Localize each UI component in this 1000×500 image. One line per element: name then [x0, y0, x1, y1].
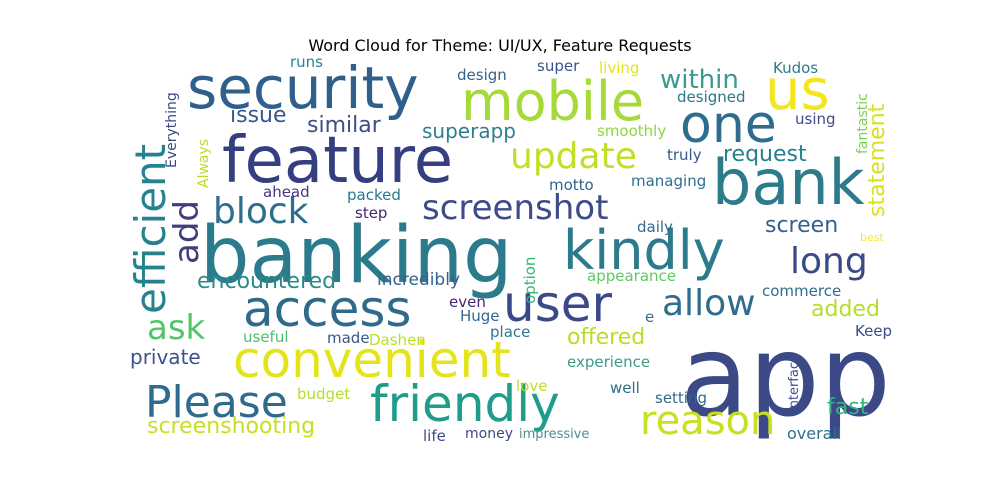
word-cloud-word: interface — [787, 354, 802, 412]
word-cloud-word: setting — [655, 389, 708, 407]
word-cloud-word: managing — [631, 172, 707, 190]
word-cloud-word: Keep — [855, 322, 893, 340]
word-cloud-word: friendly — [370, 375, 560, 433]
word-cloud-word: added — [811, 297, 880, 322]
word-cloud-word: efficient — [126, 143, 175, 314]
word-cloud-word: Huge — [460, 307, 500, 325]
word-cloud-word: place — [490, 323, 531, 341]
word-cloud-word: runs — [290, 53, 323, 71]
word-cloud-word: truly — [667, 146, 702, 164]
word-cloud-word: feature — [222, 124, 454, 198]
word-cloud-word: issue — [230, 103, 287, 128]
word-cloud-word: ask — [147, 308, 206, 348]
word-cloud-word: security — [187, 54, 419, 122]
word-cloud-word: user — [503, 275, 613, 333]
word-cloud-word: motto — [549, 176, 594, 194]
word-cloud-word: screenshooting — [147, 414, 316, 439]
word-cloud-word: screenshot — [422, 188, 609, 228]
word-cloud-word: step — [355, 204, 388, 222]
word-cloud-word: option — [521, 256, 539, 304]
word-cloud-word: private — [130, 345, 201, 369]
word-cloud-word: design — [457, 66, 507, 84]
word-cloud-word: incredibly — [377, 270, 461, 290]
word-cloud-word: impressive — [519, 427, 590, 442]
word-cloud-word: banking — [200, 211, 513, 301]
word-cloud-word: add — [167, 200, 207, 264]
word-cloud-word: within — [660, 65, 739, 95]
word-cloud-word: overall — [787, 424, 842, 443]
word-cloud-word: convenient — [233, 331, 511, 389]
word-cloud-word: access — [243, 280, 412, 338]
word-cloud-word: commerce — [762, 282, 842, 300]
word-cloud-word: well — [610, 379, 640, 397]
word-cloud-word: us — [765, 58, 830, 123]
word-cloud-word: e — [645, 308, 655, 326]
word-cloud-word: superapp — [422, 119, 516, 143]
word-cloud-word: useful — [243, 328, 289, 346]
word-cloud-word: app — [680, 312, 891, 442]
word-cloud: app banking feature security bank mobile us one… — [125, 54, 892, 445]
word-cloud-word: budget — [297, 385, 351, 403]
word-cloud-word: designed — [677, 88, 746, 106]
word-cloud-word: fantastic — [855, 93, 871, 154]
word-cloud-word: encountered — [197, 269, 337, 294]
word-cloud-word: screen — [765, 213, 839, 238]
chart-title: Word Cloud for Theme: UI/UX, Feature Req… — [308, 36, 692, 55]
word-cloud-word: packed — [347, 186, 401, 204]
word-cloud-word: long — [790, 241, 868, 282]
word-cloud-word: update — [510, 136, 637, 177]
word-cloud-word: money — [465, 426, 513, 442]
word-cloud-word: similar — [307, 113, 381, 138]
word-cloud-word: request — [723, 142, 807, 167]
word-cloud-word: Dashen — [369, 331, 426, 349]
word-cloud-word: Always — [196, 138, 212, 188]
word-cloud-word: even — [449, 293, 486, 311]
word-cloud-word: super — [537, 57, 580, 75]
word-cloud-word: kindly — [563, 219, 725, 282]
word-cloud-word: bank — [712, 146, 865, 219]
word-cloud-word: one — [680, 95, 777, 155]
word-cloud-word: mobile — [461, 70, 645, 133]
word-cloud-word: Kudos — [773, 59, 819, 77]
word-cloud-word: using — [795, 110, 836, 128]
word-cloud-word: made — [327, 329, 370, 347]
word-cloud-word: reason — [640, 398, 776, 444]
word-cloud-word: life — [423, 427, 446, 445]
word-cloud-word: Everything — [164, 92, 180, 168]
word-cloud-word: offered — [567, 325, 646, 350]
word-cloud-word: smoothly — [597, 122, 667, 140]
word-cloud-word: best — [860, 231, 884, 244]
word-cloud-word: Please — [145, 377, 288, 428]
word-cloud-word: experience — [567, 353, 651, 371]
word-cloud-word: daily — [637, 218, 673, 236]
word-cloud-word: love — [516, 377, 548, 395]
word-cloud-word: ahead — [263, 183, 310, 201]
word-cloud-word: appearance — [587, 267, 676, 285]
word-cloud-word: allow — [662, 283, 756, 324]
word-cloud-word: living — [599, 59, 640, 77]
word-cloud-word: block — [213, 191, 309, 232]
word-cloud-word: fast — [827, 395, 869, 420]
